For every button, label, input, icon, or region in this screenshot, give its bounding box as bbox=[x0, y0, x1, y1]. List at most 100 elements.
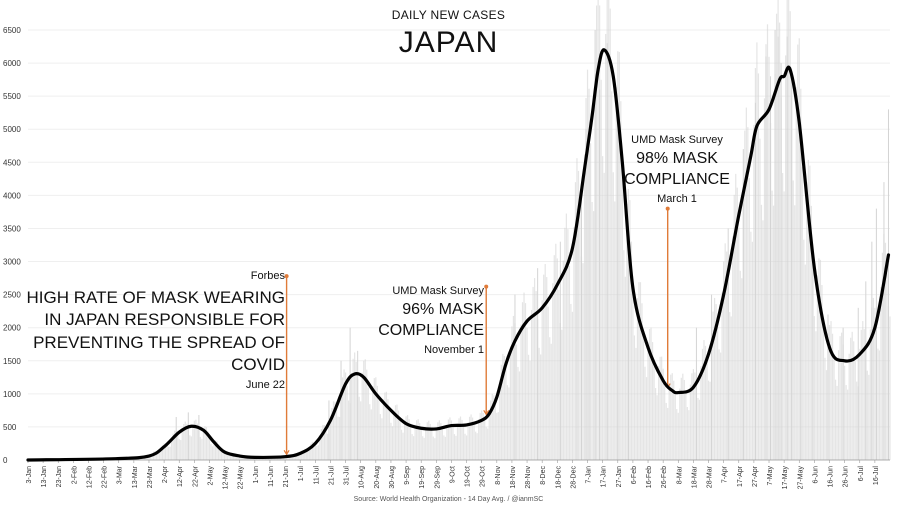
daily-bar bbox=[546, 277, 548, 460]
daily-bar bbox=[382, 399, 384, 460]
daily-bar bbox=[568, 265, 571, 460]
chart-title: JAPAN bbox=[398, 26, 499, 59]
daily-bar bbox=[351, 373, 353, 460]
daily-bar bbox=[579, 211, 581, 460]
x-tick-label: 26-Feb bbox=[661, 466, 668, 488]
daily-bar bbox=[724, 243, 726, 460]
daily-bar bbox=[842, 327, 844, 460]
daily-bar bbox=[490, 400, 492, 460]
daily-bar bbox=[576, 208, 578, 460]
x-tick-label: 29-Sep bbox=[434, 466, 441, 489]
annotation-headline-line: COMPLIANCE bbox=[624, 171, 730, 189]
x-tick-label: 12-Apr bbox=[177, 465, 184, 487]
daily-bar bbox=[524, 303, 527, 460]
daily-bar bbox=[880, 287, 882, 460]
daily-bar bbox=[711, 294, 713, 460]
daily-bar bbox=[862, 321, 864, 460]
daily-bar bbox=[586, 69, 589, 460]
x-tick-label: 22-Apr bbox=[192, 465, 199, 487]
x-tick-label: 3-Jan bbox=[26, 466, 33, 484]
daily-bar bbox=[715, 304, 717, 460]
daily-bar bbox=[394, 405, 397, 460]
daily-bar bbox=[526, 328, 528, 460]
x-tick-label: 22-Feb bbox=[102, 466, 109, 488]
daily-bar bbox=[819, 259, 822, 460]
daily-bar bbox=[577, 170, 580, 460]
x-tick-label: 27-Jan bbox=[616, 466, 623, 488]
daily-bar bbox=[317, 445, 319, 460]
daily-bar bbox=[863, 329, 865, 460]
x-tick-label: 12-May bbox=[223, 466, 230, 490]
daily-bar bbox=[558, 290, 560, 460]
daily-bar bbox=[472, 417, 474, 460]
daily-bar bbox=[453, 434, 456, 460]
y-tick-label: 6000 bbox=[3, 59, 21, 68]
daily-bar bbox=[411, 434, 413, 460]
daily-bar bbox=[733, 194, 735, 460]
daily-bar bbox=[202, 428, 205, 460]
daily-bar bbox=[432, 436, 434, 460]
daily-bar bbox=[804, 264, 806, 460]
daily-bar bbox=[706, 362, 708, 460]
daily-bar bbox=[313, 442, 315, 460]
daily-bar bbox=[146, 457, 149, 460]
daily-bar bbox=[320, 429, 322, 460]
daily-bar bbox=[884, 242, 887, 460]
daily-bar bbox=[375, 377, 377, 460]
daily-bar bbox=[791, 69, 793, 460]
daily-bar bbox=[886, 272, 888, 460]
y-tick-label: 500 bbox=[3, 423, 17, 432]
daily-bar bbox=[338, 416, 341, 460]
daily-bar bbox=[293, 454, 295, 460]
x-tick-label: 22-May bbox=[238, 466, 245, 490]
daily-bar bbox=[786, 36, 788, 460]
x-axis: 3-Jan 13-Jan 23-Jan 2-Feb 12-Feb 22-Feb 3-Mar 1… bbox=[26, 459, 890, 490]
daily-bar bbox=[671, 373, 673, 460]
daily-bar bbox=[883, 182, 885, 460]
daily-bar bbox=[462, 426, 465, 460]
annotation-source: UMD Mask Survey bbox=[631, 134, 723, 146]
daily-bar bbox=[444, 436, 446, 460]
daily-bar bbox=[225, 450, 227, 460]
daily-bar bbox=[187, 412, 189, 460]
daily-bar bbox=[405, 416, 407, 460]
daily-bar bbox=[689, 384, 691, 460]
annotation-dot bbox=[665, 206, 670, 211]
daily-bar bbox=[435, 427, 437, 460]
daily-bar bbox=[186, 423, 188, 460]
y-axis: 0 500 1000 1500 2000 2500 3000 3500 4000 4500 5000… bbox=[3, 26, 21, 465]
daily-bar bbox=[307, 451, 309, 460]
daily-bar bbox=[798, 38, 800, 461]
daily-bar bbox=[149, 454, 152, 460]
daily-bar bbox=[527, 354, 530, 460]
annotation-date: June 22 bbox=[245, 378, 285, 391]
daily-bar bbox=[301, 450, 303, 460]
daily-bar bbox=[759, 138, 761, 460]
daily-bar bbox=[440, 423, 442, 460]
daily-bar bbox=[701, 348, 704, 460]
daily-bar bbox=[423, 437, 425, 460]
daily-bar bbox=[626, 203, 628, 460]
daily-bar bbox=[629, 200, 631, 460]
daily-bar bbox=[609, 8, 611, 460]
daily-bar bbox=[420, 429, 422, 460]
daily-bar bbox=[537, 268, 539, 460]
daily-bar bbox=[788, 0, 790, 461]
daily-bar bbox=[169, 446, 171, 460]
daily-bar bbox=[213, 441, 215, 460]
daily-bar bbox=[775, 13, 778, 460]
daily-bar bbox=[171, 438, 173, 460]
daily-bar bbox=[596, 5, 598, 461]
x-tick-label: 7-Jan bbox=[586, 466, 593, 484]
daily-bar bbox=[736, 187, 738, 460]
daily-bar bbox=[756, 42, 758, 461]
daily-bar bbox=[535, 291, 537, 460]
daily-bar bbox=[771, 190, 773, 460]
daily-bar bbox=[183, 423, 185, 460]
x-tick-label: 17-Jan bbox=[601, 466, 608, 488]
daily-bar bbox=[667, 407, 669, 460]
x-tick-label: 16-Feb bbox=[646, 466, 653, 488]
daily-bar bbox=[547, 306, 549, 460]
daily-bar bbox=[848, 353, 850, 460]
daily-bar bbox=[378, 400, 380, 460]
